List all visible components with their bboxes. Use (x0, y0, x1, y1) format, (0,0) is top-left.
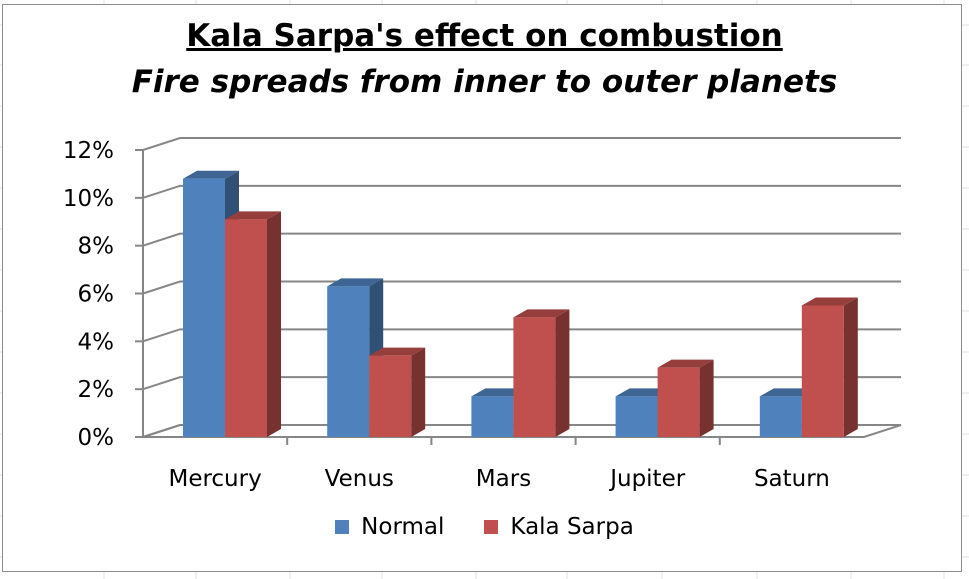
bar-kala-sarpa-venus (369, 347, 426, 437)
legend-label-kala-sarpa: Kala Sarpa (510, 514, 634, 540)
legend-item-normal: Normal (335, 514, 444, 540)
bar-side (411, 347, 426, 437)
x-tick-label-mercury: Mercury (168, 466, 261, 492)
bar-front (657, 367, 700, 437)
legend-swatch-kala-sarpa (484, 520, 499, 534)
bar-front (369, 355, 412, 437)
y-tick-label: 12% (63, 138, 114, 164)
chart-title: Kala Sarpa's effect on combustion (186, 18, 783, 54)
bar-top (801, 297, 858, 306)
bar-top (327, 278, 384, 287)
legend-swatch-normal (335, 520, 350, 534)
bar-front (759, 396, 802, 437)
bar-front (471, 396, 514, 437)
bar-side (843, 297, 858, 437)
gridline (142, 184, 901, 199)
x-tick-label-mars: Mars (476, 466, 531, 492)
legend-label-normal: Normal (361, 514, 445, 540)
bar-front (615, 396, 658, 437)
legend: Normal Kala Sarpa (0, 514, 969, 540)
gridline (142, 137, 901, 151)
y-tick-label: 8% (78, 234, 115, 260)
x-tick-label-jupiter: Jupiter (608, 466, 686, 492)
bar-top (225, 211, 281, 220)
x-tick-label-venus: Venus (325, 466, 394, 492)
bar-side (267, 211, 281, 437)
bar-top (513, 309, 570, 318)
gridline (142, 280, 901, 295)
bar-top (657, 359, 714, 368)
bar-side (699, 359, 714, 437)
bar-front (801, 305, 844, 437)
bar-side (555, 309, 570, 437)
y-tick-label: 4% (78, 329, 115, 355)
gridline (142, 328, 901, 343)
bar-kala-sarpa-mars (513, 309, 570, 437)
bar-top (369, 347, 426, 356)
bar-front (327, 286, 370, 437)
bar-top (183, 170, 239, 179)
bar-front (183, 178, 225, 437)
x-tick-label-saturn: Saturn (754, 466, 830, 492)
bar-kala-sarpa-mercury (225, 211, 281, 437)
y-tick-label: 0% (78, 425, 115, 451)
bar-front (225, 219, 267, 437)
bar-kala-sarpa-saturn (801, 297, 858, 437)
legend-item-kala-sarpa: Kala Sarpa (484, 514, 634, 540)
y-tick-label: 6% (78, 282, 115, 308)
gridline (142, 232, 901, 247)
bar-front (513, 317, 556, 437)
y-tick-label: 2% (78, 377, 115, 403)
chart-subtitle: Fire spreads from inner to outer planets (131, 64, 838, 100)
bar-kala-sarpa-jupiter (657, 359, 714, 437)
y-tick-label: 10% (63, 186, 114, 212)
